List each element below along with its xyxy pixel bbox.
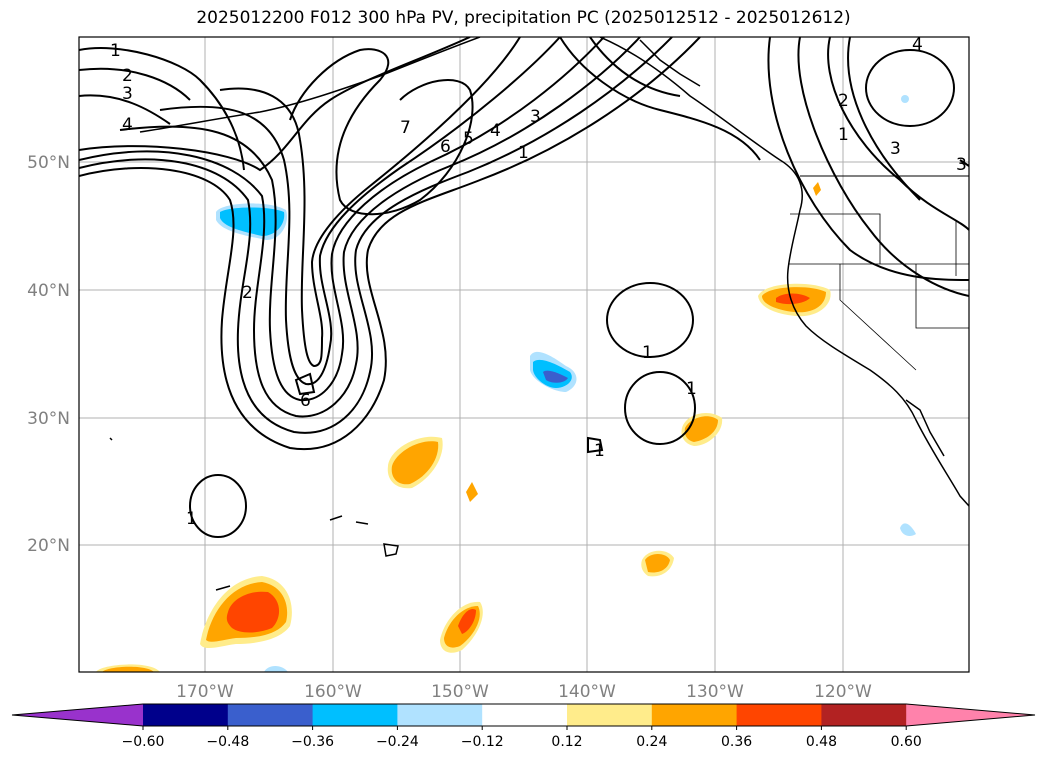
contour-label: 3 xyxy=(956,155,967,175)
colorbar-segment xyxy=(397,704,483,726)
contour-label: 1 xyxy=(686,379,697,399)
map-border xyxy=(78,36,970,673)
coastlines xyxy=(109,37,969,591)
colorbar-segment xyxy=(312,704,398,726)
map-title: 2025012200 F012 300 hPa PV, precipitatio… xyxy=(196,8,851,28)
map-area xyxy=(79,37,969,672)
lon-label: 170°W xyxy=(176,682,234,702)
pv-contour-1-ring xyxy=(606,282,694,358)
lon-label: 130°W xyxy=(686,682,744,702)
contour-label: 2 xyxy=(838,91,849,111)
colorbar-tick-label: −0.48 xyxy=(206,734,249,750)
contour-label: 6 xyxy=(300,391,311,411)
colorbar-segment xyxy=(736,704,822,726)
colorbar-tick-label: 0.60 xyxy=(891,734,922,750)
lon-label: 140°W xyxy=(558,682,616,702)
pv-contour-labels: 1 2 3 4 7 6 5 4 3 1 2 6 1 1 1 1 2 1 3 4 … xyxy=(110,35,967,529)
precip-shading xyxy=(96,95,916,672)
lat-label: 20°N xyxy=(27,536,70,556)
pv-contour-7 xyxy=(289,48,474,216)
colorbar-tick-label: 0.24 xyxy=(636,734,667,750)
contour-label: 4 xyxy=(122,115,133,135)
lat-label: 30°N xyxy=(27,409,70,429)
colorbar-tick-label: −0.60 xyxy=(122,734,165,750)
pv-contour-2 xyxy=(79,37,471,172)
colorbar-tick-label: 0.48 xyxy=(806,734,837,750)
colorbar-segment xyxy=(567,704,653,726)
latitude-labels: 50°N 40°N 30°N 20°N xyxy=(27,153,70,556)
contour-label: 1 xyxy=(110,41,121,61)
colorbar-segment xyxy=(651,704,738,726)
colorbar-segment xyxy=(821,704,907,726)
lat-label: 40°N xyxy=(27,281,70,301)
colorbar-tick-label: −0.24 xyxy=(376,734,419,750)
contour-label: 2 xyxy=(122,66,133,86)
pv-contour-1-ring xyxy=(624,371,696,445)
colorbar-segment xyxy=(482,704,568,726)
contour-label: 4 xyxy=(912,35,923,55)
contour-label: 3 xyxy=(890,139,901,159)
colorbar-extend-low xyxy=(12,704,143,726)
contour-label: 2 xyxy=(242,283,253,303)
contour-label: 1 xyxy=(642,343,653,363)
contour-label: 3 xyxy=(530,107,541,127)
colorbar: −0.60 −0.48 −0.36 −0.24 −0.12 0.12 0.24 0.36 0.4… xyxy=(11,703,1036,750)
pv-contours xyxy=(79,37,969,538)
contour-label: 5 xyxy=(463,129,474,149)
contour-label: 1 xyxy=(518,143,529,163)
colorbar-tick-label: −0.12 xyxy=(461,734,504,750)
colorbar-segment xyxy=(143,704,229,726)
colorbar-segment xyxy=(227,704,314,726)
contour-label: 1 xyxy=(186,509,197,529)
lon-label: 160°W xyxy=(304,682,362,702)
colorbar-tick-label: −0.36 xyxy=(291,734,334,750)
colorbar-extend-high xyxy=(906,704,1035,726)
contour-label: 7 xyxy=(400,118,411,138)
lat-label: 50°N xyxy=(27,153,70,173)
longitude-labels: 170°W 160°W 150°W 140°W 130°W 120°W xyxy=(176,682,872,702)
contour-label: 4 xyxy=(490,121,501,141)
pv-contour-1 xyxy=(79,37,701,451)
lon-label: 150°W xyxy=(431,682,489,702)
colorbar-tick-label: 0.36 xyxy=(721,734,752,750)
lon-label: 120°W xyxy=(814,682,872,702)
contour-label: 1 xyxy=(838,125,849,145)
contour-label: 1 xyxy=(594,441,605,461)
contour-label: 3 xyxy=(122,84,133,104)
contour-label: 6 xyxy=(440,137,451,157)
colorbar-tick-label: 0.12 xyxy=(551,734,582,750)
